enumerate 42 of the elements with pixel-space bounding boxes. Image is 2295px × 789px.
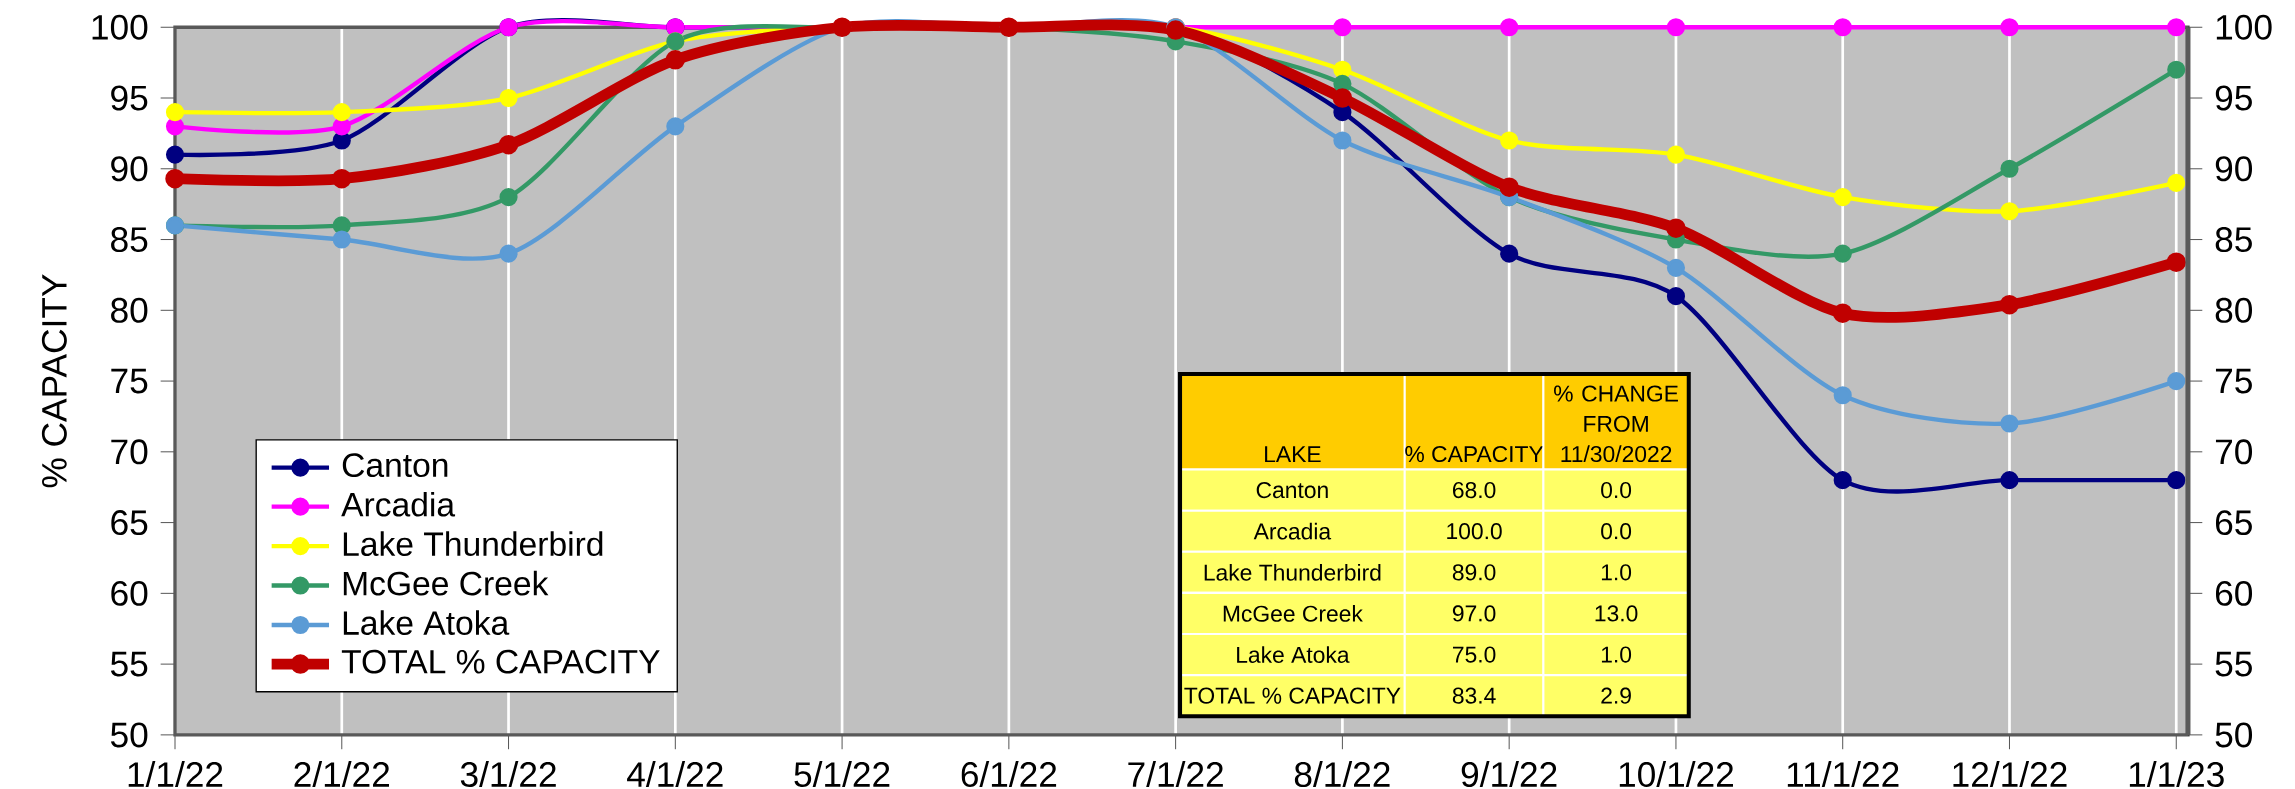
legend-label: Lake Thunderbird xyxy=(343,531,603,557)
x-tick-label: 4/1/22 xyxy=(627,761,723,788)
y2-tick-label: 65 xyxy=(2215,510,2252,536)
y-tick-label: 60 xyxy=(111,580,148,606)
x-tick-label: 5/1/22 xyxy=(794,761,890,788)
y2-tick-label: 50 xyxy=(2215,722,2253,748)
y-axis-title: % CAPACITY xyxy=(41,274,67,488)
y-tick-label: 75 xyxy=(111,368,148,394)
legend-label: TOTAL % CAPACITY xyxy=(341,649,660,674)
x-tick-label: 6/1/22 xyxy=(961,761,1057,788)
y-tick-label: 80 xyxy=(111,297,148,323)
y-tick-label: 90 xyxy=(111,156,148,182)
y-tick-label: 95 xyxy=(111,85,148,111)
y2-tick-label: 85 xyxy=(2215,227,2252,253)
legend-label: Canton xyxy=(342,453,448,478)
y2-tick-label: 70 xyxy=(2215,439,2253,465)
x-tick-label: 8/1/22 xyxy=(1294,761,1390,788)
x-tick-label: 2/1/22 xyxy=(294,761,390,788)
x-tick-label: 11/1/22 xyxy=(1787,761,1899,788)
y-tick-label: 65 xyxy=(111,510,148,536)
y2-tick-label: 100 xyxy=(2216,14,2272,40)
legend-label: Arcadia xyxy=(341,491,456,517)
y2-tick-label: 80 xyxy=(2215,297,2253,323)
y2-tick-label: 75 xyxy=(2215,368,2252,394)
y-tick-label: 50 xyxy=(110,722,148,748)
x-tick-label: 1/1/23 xyxy=(2129,761,2224,788)
legend-label: Lake Atoka xyxy=(343,610,510,636)
y2-tick-label: 55 xyxy=(2215,651,2252,677)
x-tick-label: 9/1/22 xyxy=(1461,761,1557,788)
x-tick-label: 10/1/22 xyxy=(1619,761,1733,788)
y-tick-label: 55 xyxy=(110,651,148,677)
y2-tick-label: 95 xyxy=(2215,85,2252,111)
y-tick-label: 70 xyxy=(111,439,148,465)
y2-tick-label: 90 xyxy=(2215,156,2253,182)
x-tick-label: 7/1/22 xyxy=(1128,761,1223,788)
y2-tick-label: 60 xyxy=(2215,580,2253,606)
y-tick-label: 100 xyxy=(92,14,148,40)
y-tick-label: 85 xyxy=(111,227,148,253)
x-tick-label: 1/1/22 xyxy=(128,761,223,788)
x-tick-label: 3/1/22 xyxy=(460,761,556,788)
x-tick-label: 12/1/22 xyxy=(1953,761,2067,788)
legend-label: McGee Creek xyxy=(343,570,549,596)
